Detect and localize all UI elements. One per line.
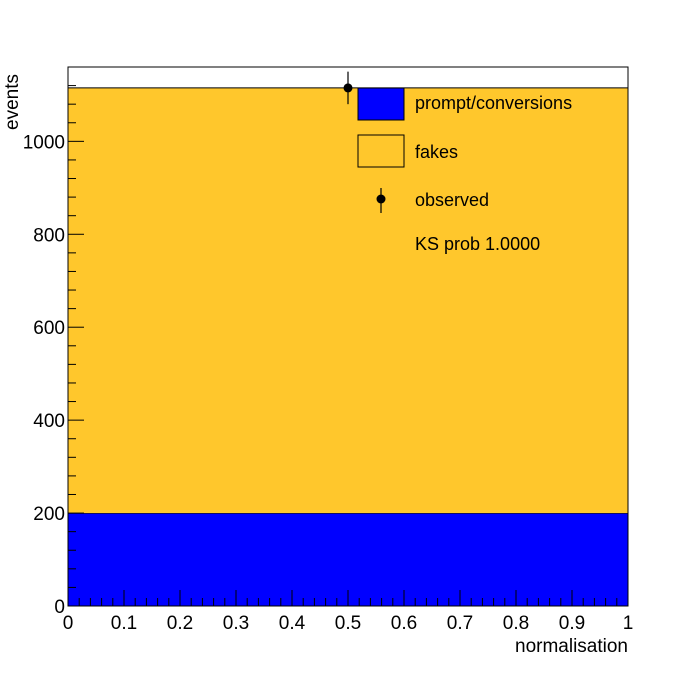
y-tick-label: 600 [33,318,65,339]
y-tick-label: 400 [33,411,65,432]
legend-swatch-fakes [357,134,405,168]
legend-label-fakes: fakes [415,142,458,162]
x-tick-label: 0.8 [503,613,529,634]
y-axis-title: events [2,74,23,130]
legend-label-prompt: prompt/conversions [415,93,572,113]
x-tick-label: 0.3 [223,613,249,634]
legend-observed-marker [376,194,386,204]
x-tick-label: 0 [63,613,74,634]
y-tick-label: 0 [54,597,65,618]
y-tick-label: 800 [33,225,65,246]
x-axis: 0 0.1 0.2 0.3 0.4 0.5 0.6 0.7 0.8 0.9 1 [63,590,634,634]
observed-point [343,83,353,93]
legend-label-observed: observed [415,190,489,210]
y-axis: 0 200 400 600 800 1000 [23,66,84,618]
legend-swatch-prompt [357,87,405,121]
legend: prompt/conversions fakes observed KS pro… [357,87,572,254]
area-fakes [68,87,628,514]
ks-annotation: KS prob 1.0000 [415,234,540,254]
y-tick-label: 200 [33,504,65,525]
x-tick-label: 0.5 [335,613,361,634]
y-tick-label: 1000 [23,132,65,153]
x-tick-label: 0.1 [111,613,137,634]
x-tick-label: 0.7 [447,613,473,634]
x-tick-label: 0.9 [559,613,585,634]
x-tick-label: 0.4 [279,613,306,634]
x-tick-label: 0.2 [167,613,193,634]
plot-area [67,66,629,607]
x-tick-label: 0.6 [391,613,417,634]
x-axis-title: normalisation [515,636,628,657]
x-tick-label: 1 [623,613,634,634]
